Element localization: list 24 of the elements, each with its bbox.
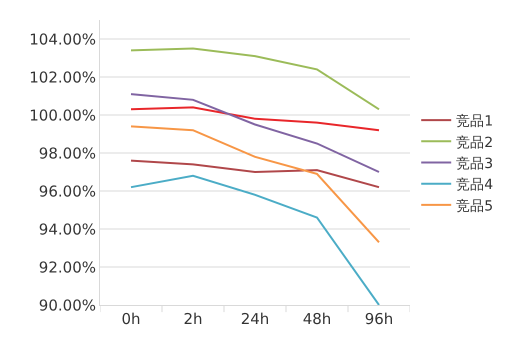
y-tick-label: 94.00%	[38, 220, 96, 238]
line-series	[130, 125, 380, 244]
x-tick-label: 2h	[183, 310, 203, 328]
line-series	[130, 174, 380, 305]
x-tick-label: 24h	[240, 310, 270, 328]
legend-label: 竞品4	[456, 177, 494, 194]
line-series	[130, 48, 380, 110]
y-tick-label: 96.00%	[38, 182, 96, 200]
x-tick-label: 48h	[302, 310, 332, 328]
legend-label: 竞品1	[456, 114, 494, 130]
y-tick-label: 102.00%	[29, 68, 96, 86]
line-series	[130, 106, 380, 132]
x-tick-label: 96h	[364, 310, 394, 328]
legend-label: 竞品3	[456, 156, 494, 172]
y-tick-label: 98.00%	[38, 144, 96, 162]
y-tick-label: 104.00%	[29, 30, 96, 48]
y-tick-label: 100.00%	[29, 106, 96, 124]
line-series	[130, 93, 380, 173]
y-tick-label: 92.00%	[38, 258, 96, 276]
y-tick-label: 90.00%	[38, 296, 96, 314]
legend-label: 竞品5	[456, 198, 494, 214]
x-tick-label: 0h	[121, 310, 141, 328]
legend-label: 竞品2	[456, 134, 494, 151]
line-series	[130, 160, 380, 188]
